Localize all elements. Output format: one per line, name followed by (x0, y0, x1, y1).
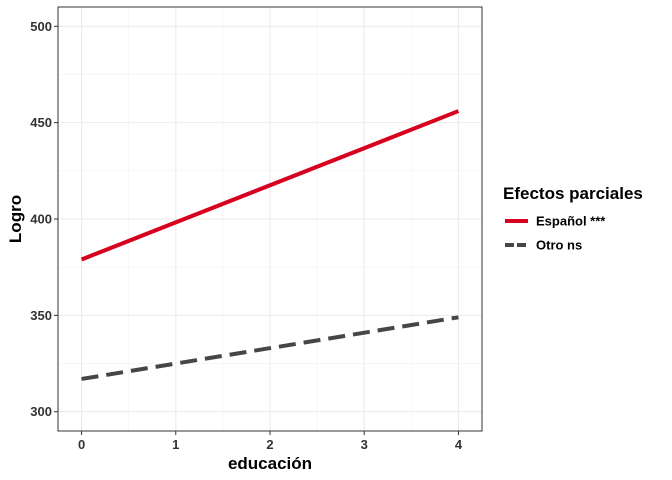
legend-title: Efectos parciales (503, 184, 643, 203)
major-gridlines (58, 7, 482, 431)
x-tick-label: 4 (455, 437, 463, 452)
y-tick-label: 450 (30, 115, 52, 130)
y-tick-label: 400 (30, 212, 52, 227)
x-tick-label: 1 (172, 437, 179, 452)
y-tick-label: 300 (30, 404, 52, 419)
y-tick-label: 350 (30, 308, 52, 323)
x-tick-label: 3 (361, 437, 368, 452)
x-tick-label: 2 (266, 437, 273, 452)
y-axis: 300 350 400 450 500 (30, 19, 58, 419)
series-layer (80, 109, 460, 381)
legend-label-1: Español *** (536, 214, 606, 229)
legend: Efectos parciales Español *** Otro ns (503, 184, 643, 253)
legend-label-2: Otro ns (536, 238, 582, 253)
y-tick-label: 500 (30, 19, 52, 34)
y-axis-title: Logro (6, 195, 25, 243)
x-tick-label: 0 (78, 437, 85, 452)
series-line-1 (80, 109, 460, 262)
x-axis-title: educación (228, 454, 312, 473)
x-axis: 0 1 2 3 4 (78, 431, 463, 452)
series-line-2 (81, 315, 459, 381)
